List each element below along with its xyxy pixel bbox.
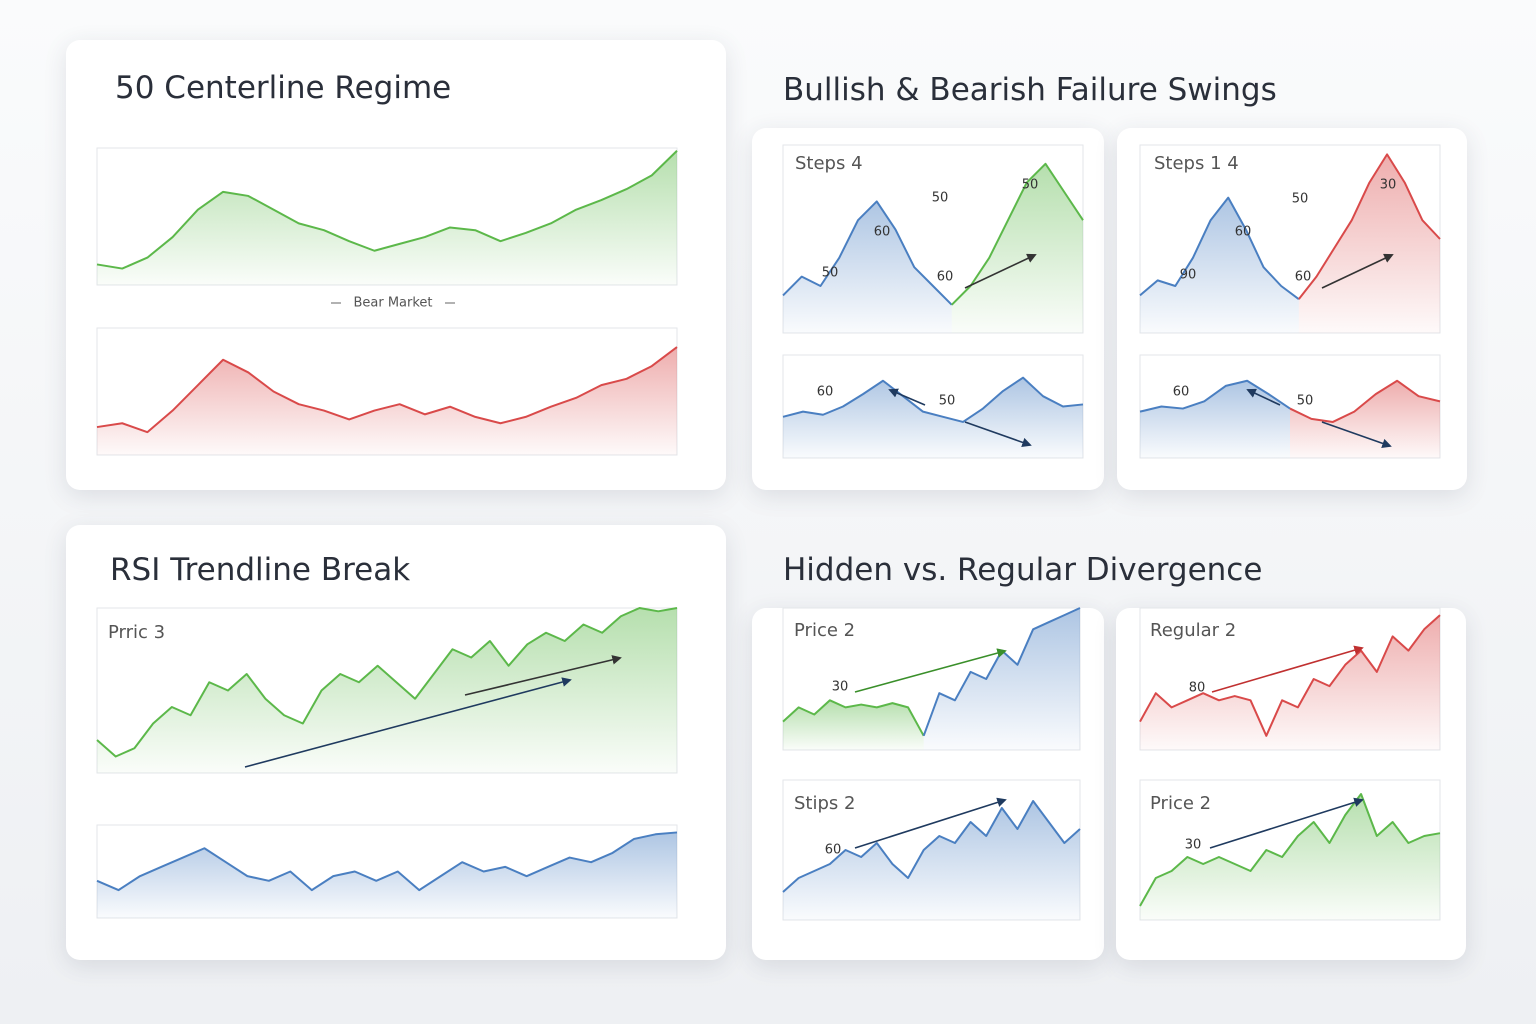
annotation: 60 xyxy=(1295,270,1312,285)
chart-label: Price 2 xyxy=(1150,793,1211,814)
line xyxy=(96,346,678,434)
arrow xyxy=(1209,797,1364,849)
area xyxy=(923,608,1080,750)
annotation: 50 xyxy=(932,191,949,206)
annotation: 60 xyxy=(817,385,834,400)
line xyxy=(1139,379,1291,413)
area xyxy=(1140,380,1290,458)
heading: Bullish & Bearish Failure Swings xyxy=(783,72,1277,108)
annotation: 60 xyxy=(874,225,891,240)
annotation: 50 xyxy=(822,266,839,281)
area xyxy=(1298,154,1440,333)
line xyxy=(1298,153,1441,300)
annotation: 60 xyxy=(937,270,954,285)
line xyxy=(96,831,678,892)
arrow xyxy=(1321,421,1392,448)
area xyxy=(783,201,952,333)
line xyxy=(782,800,1081,893)
arrow xyxy=(1246,388,1281,406)
annotation: 30 xyxy=(832,680,849,695)
area xyxy=(951,163,1083,333)
arrow xyxy=(964,421,1032,447)
heading: RSI Trendline Break xyxy=(110,552,411,588)
line xyxy=(1289,379,1441,423)
annotation: 60 xyxy=(1235,225,1252,240)
heading: Hidden vs. Regular Divergence xyxy=(783,552,1263,588)
line xyxy=(782,200,953,306)
area xyxy=(1140,197,1299,333)
line xyxy=(96,150,678,270)
arrow xyxy=(244,677,572,768)
annotation: 30 xyxy=(1380,178,1397,193)
annotation: 30 xyxy=(1185,838,1202,853)
annotation: 60 xyxy=(1173,385,1190,400)
chart-label: Regular 2 xyxy=(1150,620,1236,641)
line xyxy=(782,699,925,737)
area xyxy=(783,801,1080,920)
area xyxy=(97,832,677,918)
arrow xyxy=(1211,645,1364,693)
area xyxy=(97,347,677,455)
arrow xyxy=(854,648,1007,693)
arrow xyxy=(888,388,926,406)
arrow xyxy=(854,797,1007,849)
chart-label: Steps 4 xyxy=(795,153,863,174)
area xyxy=(97,150,677,285)
area xyxy=(1290,380,1440,458)
annotation: 80 xyxy=(1189,681,1206,696)
chart-label: Stips 2 xyxy=(794,793,855,814)
annotation: 50 xyxy=(1022,178,1039,193)
area xyxy=(783,700,924,750)
annotation: 50 xyxy=(939,394,956,409)
line xyxy=(782,376,1084,423)
chart-label: Prric 3 xyxy=(108,622,165,643)
line xyxy=(1139,793,1441,907)
note: Bear Market xyxy=(353,296,432,311)
annotation: 60 xyxy=(825,843,842,858)
arrow xyxy=(1321,253,1394,289)
line xyxy=(951,162,1084,306)
line xyxy=(96,607,678,758)
annotation: 90 xyxy=(1180,268,1197,283)
heading: 50 Centerline Regime xyxy=(115,70,452,106)
chart-label: Steps 1 4 xyxy=(1154,153,1239,174)
arrow xyxy=(964,253,1037,289)
annotation: 50 xyxy=(1297,394,1314,409)
line xyxy=(1139,614,1441,737)
arrow xyxy=(464,655,622,696)
chart-label: Price 2 xyxy=(794,620,855,641)
area xyxy=(97,608,677,773)
line xyxy=(1139,196,1300,300)
annotation: 50 xyxy=(1292,192,1309,207)
area xyxy=(1140,615,1440,750)
area xyxy=(1140,794,1440,920)
